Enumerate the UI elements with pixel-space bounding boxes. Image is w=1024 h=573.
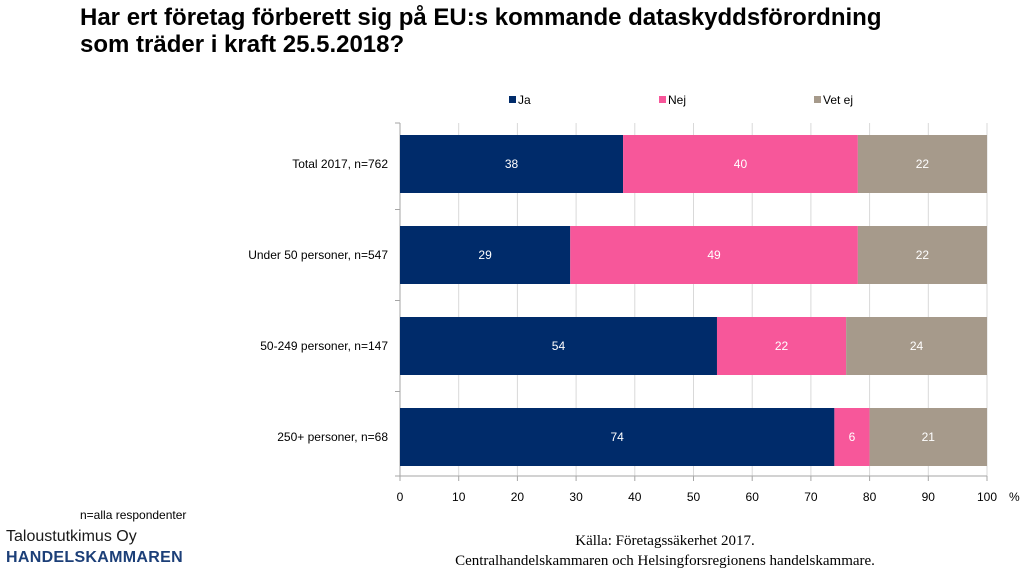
category-label: Under 50 personer, n=547 [248, 248, 388, 262]
bar-segment-ja [400, 135, 624, 193]
bar-segment-nej [570, 226, 858, 284]
legend-label: Vet ej [823, 93, 853, 107]
data-label: 21 [922, 430, 936, 444]
data-label: 54 [552, 339, 566, 353]
x-tick-label: 60 [746, 490, 760, 504]
source-line-1: Källa: Företagssäkerhet 2017. [575, 533, 755, 549]
legend-swatch-nej [659, 96, 666, 103]
category-label: 50-249 personer, n=147 [260, 339, 388, 353]
data-label: 24 [910, 339, 924, 353]
data-label: 22 [916, 157, 930, 171]
category-label: Total 2017, n=762 [292, 157, 388, 171]
x-tick-label: 20 [511, 490, 525, 504]
logo-taloustutkimus: Taloustutkimus Oy [6, 528, 137, 545]
x-tick-label: 30 [569, 490, 583, 504]
legend-swatch-ja [509, 96, 516, 103]
x-tick-label: 0 [397, 490, 404, 504]
bar-segment-vet_ej [857, 226, 987, 284]
x-tick-label: 10 [452, 490, 466, 504]
legend-label: Ja [518, 93, 531, 107]
chart-title-line-1: Har ert företag förberett sig på EU:s ko… [80, 4, 882, 31]
bar-segment-ja [400, 408, 835, 466]
x-tick-label: 100 [977, 490, 997, 504]
x-tick-label: 50 [687, 490, 701, 504]
x-tick-label: 80 [863, 490, 877, 504]
data-label: 38 [505, 157, 519, 171]
bar-segment-nej [834, 408, 870, 466]
chart-title-line-2: som träder i kraft 25.5.2018? [80, 31, 405, 58]
bar-segment-nej [623, 135, 858, 193]
x-tick-label: 40 [628, 490, 642, 504]
source-line-2: Centralhandelskammaren och Helsingforsre… [455, 553, 875, 569]
legend-swatch-vet_ej [814, 96, 821, 103]
bar-segment-ja [400, 226, 571, 284]
respondent-note: n=alla respondenter [80, 508, 187, 522]
x-axis-unit: % [1009, 490, 1020, 504]
bar-segment-nej [716, 317, 847, 375]
data-label: 74 [611, 430, 625, 444]
x-tick-label: 70 [804, 490, 818, 504]
data-label: 22 [916, 248, 930, 262]
logo-handelskammaren: HANDELSKAMMAREN [6, 549, 183, 566]
source-text: Källa: Företagssäkerhet 2017. Centralhan… [400, 531, 930, 571]
data-label: 22 [775, 339, 789, 353]
category-label: 250+ personer, n=68 [277, 430, 388, 444]
bar-segment-ja [400, 317, 717, 375]
bar-segment-vet_ej [869, 408, 987, 466]
data-label: 29 [478, 248, 492, 262]
x-tick-label: 90 [922, 490, 936, 504]
bar-segment-vet_ej [846, 317, 987, 375]
data-label: 6 [849, 430, 856, 444]
chart-title: Har ert företag förberett sig på EU:s ko… [80, 4, 980, 58]
bar-segment-vet_ej [857, 135, 987, 193]
legend-label: Nej [668, 93, 686, 107]
data-label: 40 [734, 157, 748, 171]
data-label: 49 [707, 248, 721, 262]
